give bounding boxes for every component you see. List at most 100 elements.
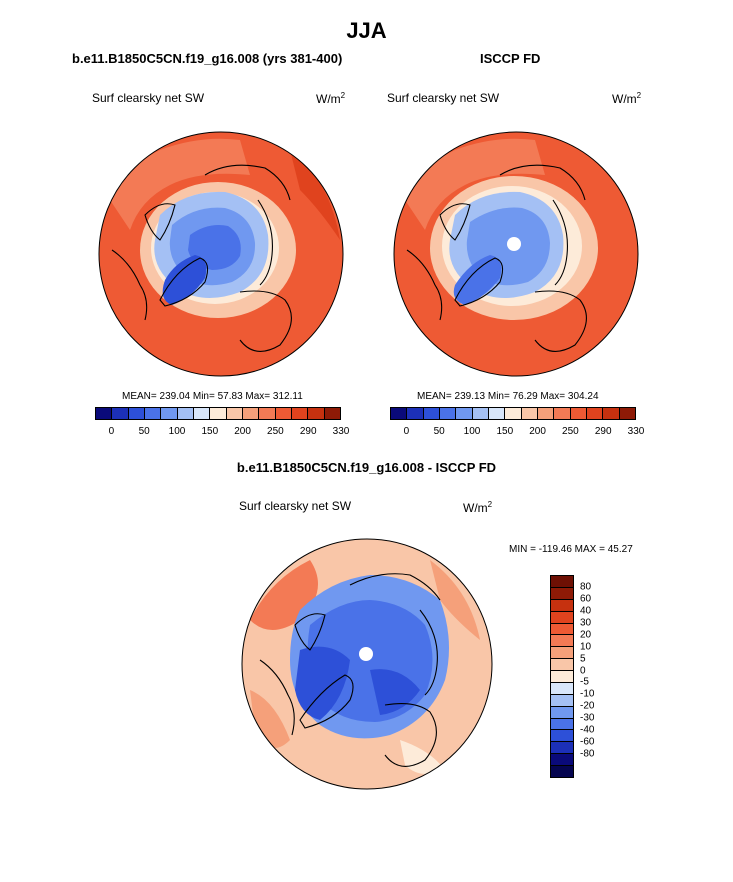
colorbar-diff-swatches bbox=[550, 575, 574, 778]
colorbar-diff-swatch bbox=[551, 598, 573, 611]
colorbar-left-swatch bbox=[274, 408, 291, 419]
colorbar-diff-swatch bbox=[551, 622, 573, 635]
colorbar-diff-swatch bbox=[551, 729, 573, 742]
colorbar-left-tick-label: 150 bbox=[201, 426, 219, 437]
map-left bbox=[99, 132, 343, 376]
map-right-border bbox=[393, 131, 639, 377]
right-stats: MEAN= 239.13 Min= 76.29 Max= 304.24 bbox=[417, 391, 599, 402]
colorbar-right-tick-label: 0 bbox=[403, 426, 410, 437]
colorbar-right-swatch bbox=[536, 408, 554, 419]
colorbar-right-swatch bbox=[471, 408, 488, 419]
map-left-border bbox=[98, 131, 344, 377]
colorbar-diff-tick-label: -30 bbox=[580, 712, 595, 724]
colorbar-diff-swatch bbox=[551, 586, 573, 599]
left-stats: MEAN= 239.04 Min= 57.83 Max= 312.11 bbox=[122, 391, 303, 402]
left-subtitle: Surf clearsky net SW bbox=[92, 91, 205, 105]
colorbar-left-tick-label: 100 bbox=[168, 426, 186, 437]
colorbar-diff-tick-label: 40 bbox=[580, 605, 592, 617]
colorbar-left-swatch bbox=[192, 408, 210, 419]
right-subtitle: Surf clearsky net SW bbox=[387, 91, 500, 105]
colorbar-diff: 80 60 40 30 20 10 5 0 -5 -10 -20 -30 -40 -60 -80 bbox=[550, 575, 610, 778]
colorbar-left-swatch bbox=[307, 408, 324, 419]
colorbar-left-tick-label: 250 bbox=[267, 426, 284, 437]
colorbar-left-swatch bbox=[96, 408, 112, 419]
colorbar-left-swatch bbox=[176, 408, 193, 419]
colorbar-right-swatch bbox=[504, 408, 521, 419]
colorbar-left-tick-label: 50 bbox=[138, 426, 150, 437]
right-unit: W/m2 bbox=[612, 91, 642, 106]
colorbar-diff-swatch bbox=[551, 646, 573, 659]
colorbar-left-swatch bbox=[143, 408, 161, 419]
map-left-coast-6 bbox=[111, 249, 148, 321]
colorbar-diff-swatch bbox=[551, 681, 573, 694]
map-bottom-coast-5 bbox=[259, 659, 295, 736]
map-right-coast-2 bbox=[439, 203, 471, 241]
colorbar-left-swatch bbox=[111, 408, 128, 419]
map-bottom-warm-3 bbox=[430, 560, 480, 640]
map-bottom-coast-6 bbox=[419, 609, 438, 696]
colorbar-right-tick-label: 330 bbox=[627, 426, 645, 437]
colorbar-left: 0 50 100 150 200 250 290 330 bbox=[95, 407, 349, 437]
map-right-coast-5 bbox=[552, 199, 568, 286]
colorbar-right-swatch bbox=[553, 408, 570, 419]
colorbar-diff-tick-label: -60 bbox=[580, 736, 595, 748]
colorbar-diff-tick-label: 5 bbox=[580, 653, 586, 665]
colorbar-diff-swatch bbox=[551, 610, 573, 623]
colorbar-right-swatch bbox=[422, 408, 439, 419]
colorbar-diff-tick-label: 60 bbox=[580, 593, 592, 605]
colorbar-right-swatch bbox=[406, 408, 423, 419]
colorbar-left-tick-label: 200 bbox=[234, 426, 251, 437]
map-right-greenland bbox=[453, 255, 502, 305]
map-left-coast-5 bbox=[257, 199, 273, 286]
colorbar-right-swatch bbox=[569, 408, 586, 419]
colorbar-left-swatch bbox=[241, 408, 259, 419]
colorbar-right-swatch bbox=[585, 408, 603, 419]
colorbar-diff-tick-label: -80 bbox=[580, 748, 595, 760]
colorbar-diff-swatch bbox=[551, 705, 573, 718]
left-unit: W/m2 bbox=[316, 91, 346, 106]
colorbar-left-swatch bbox=[225, 408, 242, 419]
colorbar-left-swatch bbox=[160, 408, 177, 419]
colorbar-right: 0 50 100 150 200 250 290 330 bbox=[390, 407, 644, 437]
colorbar-diff-tick-label: 0 bbox=[580, 665, 586, 677]
bottom-stats: MIN = -119.46 MAX = 45.27 bbox=[509, 544, 633, 555]
colorbar-left-tick-label: 290 bbox=[299, 426, 317, 437]
colorbar-diff-tick-label: -10 bbox=[580, 688, 595, 700]
map-bottom-coast-1 bbox=[349, 573, 441, 601]
colorbar-right-tick-label: 200 bbox=[529, 426, 546, 437]
colorbar-left-labels: 0 50 100 150 200 250 290 330 bbox=[95, 426, 350, 438]
bottom-unit: W/m2 bbox=[463, 500, 493, 515]
map-left-coast-1 bbox=[204, 164, 291, 201]
colorbar-right-labels: 0 50 100 150 200 250 290 330 bbox=[390, 426, 645, 438]
map-right bbox=[394, 132, 638, 376]
colorbar-diff-swatch bbox=[551, 717, 573, 730]
map-left-region-hot bbox=[290, 150, 340, 240]
map-right-pole-hole bbox=[507, 237, 521, 251]
colorbar-right-tick-label: 100 bbox=[463, 426, 481, 437]
map-left-coast-3 bbox=[159, 257, 209, 307]
colorbar-right-swatch bbox=[520, 408, 537, 419]
map-left-coast-4 bbox=[239, 290, 292, 352]
bottom-subtitle: Surf clearsky net SW bbox=[239, 499, 352, 513]
colorbar-right-tick-label: 150 bbox=[496, 426, 514, 437]
colorbar-left-swatch bbox=[209, 408, 226, 419]
colorbar-left-swatch bbox=[290, 408, 308, 419]
map-left-region-warm bbox=[110, 138, 250, 230]
colorbar-left-tick-label: 330 bbox=[332, 426, 350, 437]
colorbar-diff-tick-label: -5 bbox=[580, 676, 589, 688]
colorbar-diff-tick-label: 30 bbox=[580, 617, 592, 629]
colorbar-diff-swatch bbox=[551, 693, 573, 706]
map-bottom-coast-4 bbox=[384, 703, 437, 767]
colorbar-diff-swatch bbox=[551, 670, 573, 682]
colorbar-right-swatch bbox=[455, 408, 472, 419]
map-bottom-neg-core-1 bbox=[295, 646, 350, 720]
colorbar-diff-labels: 80 60 40 30 20 10 5 0 -5 -10 -20 -30 -40 -60 -80 bbox=[580, 575, 620, 778]
colorbar-right-tick-label: 50 bbox=[433, 426, 445, 437]
colorbar-diff-tick-label: 10 bbox=[580, 641, 592, 653]
colorbar-left-swatches bbox=[95, 407, 341, 420]
colorbar-diff-swatch bbox=[551, 634, 573, 647]
map-right-coast-4 bbox=[534, 290, 587, 352]
colorbar-diff-tick-label: 20 bbox=[580, 629, 592, 641]
map-right-coast-1 bbox=[499, 164, 586, 201]
